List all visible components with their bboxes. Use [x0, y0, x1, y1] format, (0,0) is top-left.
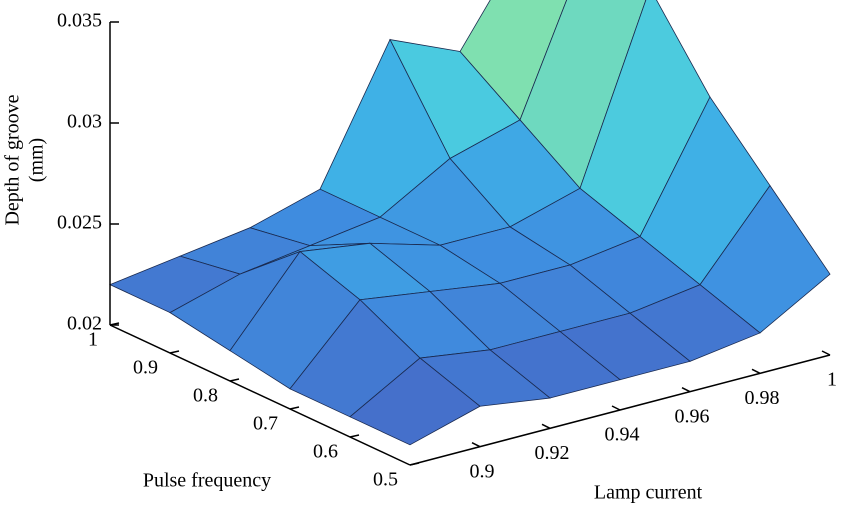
y-tick: [169, 350, 180, 354]
surface-patch: [349, 357, 481, 446]
y-tick: [409, 462, 420, 466]
y-tick: [289, 406, 300, 410]
x-tick: [611, 405, 621, 411]
z-tick-label: 0.02: [67, 313, 102, 335]
z-tick-label: 0.03: [67, 111, 102, 133]
surface: [108, 0, 831, 446]
x-tick-label: 0.9: [470, 460, 495, 482]
z-tick-label: 0.035: [57, 10, 102, 32]
y-tick-label: 0.6: [313, 441, 338, 463]
x-tick: [471, 441, 481, 448]
x-tick: [821, 350, 831, 356]
x-tick-label: 0.94: [605, 424, 640, 446]
x-tick-label: 1: [827, 369, 837, 391]
z-axis-label: Depth of groove: [2, 94, 24, 225]
y-axis: [109, 324, 411, 466]
y-tick-label: 0.5: [373, 469, 398, 491]
axes: 0.90.920.940.960.9810.50.60.70.80.910.02…: [2, 10, 837, 504]
y-tick: [229, 378, 240, 382]
x-tick-label: 0.92: [535, 442, 570, 464]
x-tick: [751, 368, 761, 375]
x-tick: [541, 423, 551, 430]
y-tick-label: 0.8: [193, 385, 218, 407]
y-tick: [349, 434, 360, 438]
x-tick-label: 0.96: [675, 405, 710, 427]
x-axis-label: Lamp current: [594, 482, 703, 504]
z-axis-label: (mm): [26, 138, 48, 182]
y-tick-label: 1: [88, 329, 98, 351]
y-axis-label: Pulse frequency: [143, 470, 271, 492]
y-tick-label: 0.9: [133, 357, 158, 379]
y-tick-label: 0.7: [253, 413, 278, 435]
x-tick-label: 0.98: [745, 387, 780, 409]
x-tick: [681, 386, 691, 393]
z-tick-label: 0.025: [57, 212, 102, 234]
